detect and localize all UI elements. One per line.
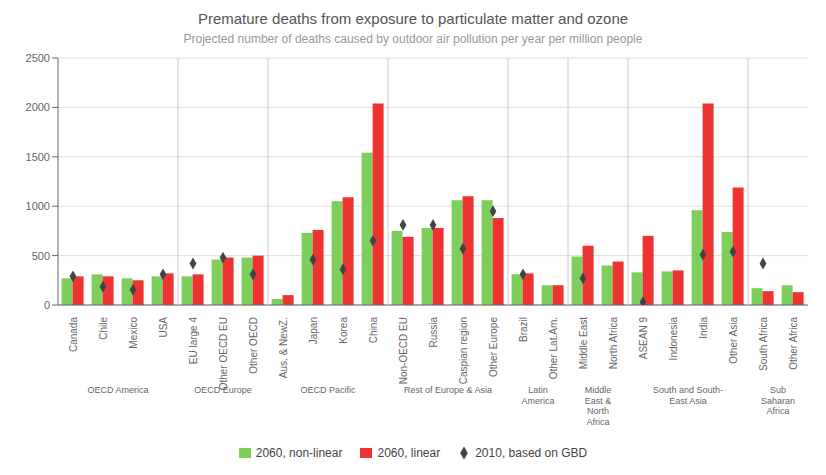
svg-text:Korea: Korea [338, 317, 349, 344]
svg-text:Middle East: Middle East [578, 317, 589, 369]
svg-text:Other Asia: Other Asia [728, 317, 739, 364]
svg-text:EU large 4: EU large 4 [188, 317, 199, 365]
svg-text:Indonesia: Indonesia [668, 317, 679, 361]
svg-text:Other Africa: Other Africa [788, 317, 799, 370]
svg-text:OECD Europe: OECD Europe [194, 385, 252, 395]
svg-text:USA: USA [158, 317, 169, 338]
svg-text:Rest of Europe & Asia: Rest of Europe & Asia [404, 385, 492, 395]
svg-text:Non-OECD EU: Non-OECD EU [398, 317, 409, 384]
svg-text:ASEAN 9: ASEAN 9 [638, 317, 649, 360]
svg-text:Russia: Russia [428, 317, 439, 348]
svg-text:Other OECD EU: Other OECD EU [218, 317, 229, 390]
svg-text:Other OECD: Other OECD [248, 317, 259, 374]
svg-text:North Africa: North Africa [608, 317, 619, 370]
html-text:Projected number of deaths cau: Projected number of deaths caused by out… [183, 32, 643, 46]
svg-text:China: China [368, 317, 379, 344]
svg-text:Japan: Japan [308, 317, 319, 344]
svg-text:0: 0 [44, 299, 50, 311]
svg-text:2500: 2500 [26, 52, 50, 64]
html-text:2010, based on GBD: 2010, based on GBD [475, 446, 588, 460]
svg-text:Mexico: Mexico [128, 317, 139, 349]
svg-text:LatinAmerica: LatinAmerica [521, 385, 554, 406]
svg-text:South Africa: South Africa [758, 317, 769, 371]
svg-text:Canada: Canada [68, 317, 79, 352]
svg-text:Chile: Chile [98, 317, 109, 340]
html-text:Premature deaths from exposure: Premature deaths from exposure to partic… [197, 10, 629, 27]
svg-text:OECD Pacific: OECD Pacific [300, 385, 356, 395]
svg-text:India: India [698, 317, 709, 339]
svg-text:1000: 1000 [26, 200, 50, 212]
svg-text:Other Lat.Am.: Other Lat.Am. [548, 317, 559, 379]
svg-text:2000: 2000 [26, 101, 50, 113]
svg-text:Aus. & NewZ.: Aus. & NewZ. [278, 317, 289, 378]
svg-text:500: 500 [32, 250, 50, 262]
html-text:2060, linear: 2060, linear [377, 446, 441, 460]
svg-text:1500: 1500 [26, 151, 50, 163]
html-text:2060, non-linear: 2060, non-linear [255, 446, 343, 460]
svg-text:MiddleEast &NorthAfrica: MiddleEast &NorthAfrica [585, 385, 612, 427]
svg-text:Caspian region: Caspian region [458, 317, 469, 384]
svg-text:SubSaharanAfrica: SubSaharanAfrica [761, 385, 795, 416]
svg-text:South and South-East Asia: South and South-East Asia [653, 385, 723, 406]
svg-text:OECD America: OECD America [87, 385, 148, 395]
svg-text:Other Europe: Other Europe [488, 317, 499, 377]
svg-text:Brazil: Brazil [518, 317, 529, 342]
